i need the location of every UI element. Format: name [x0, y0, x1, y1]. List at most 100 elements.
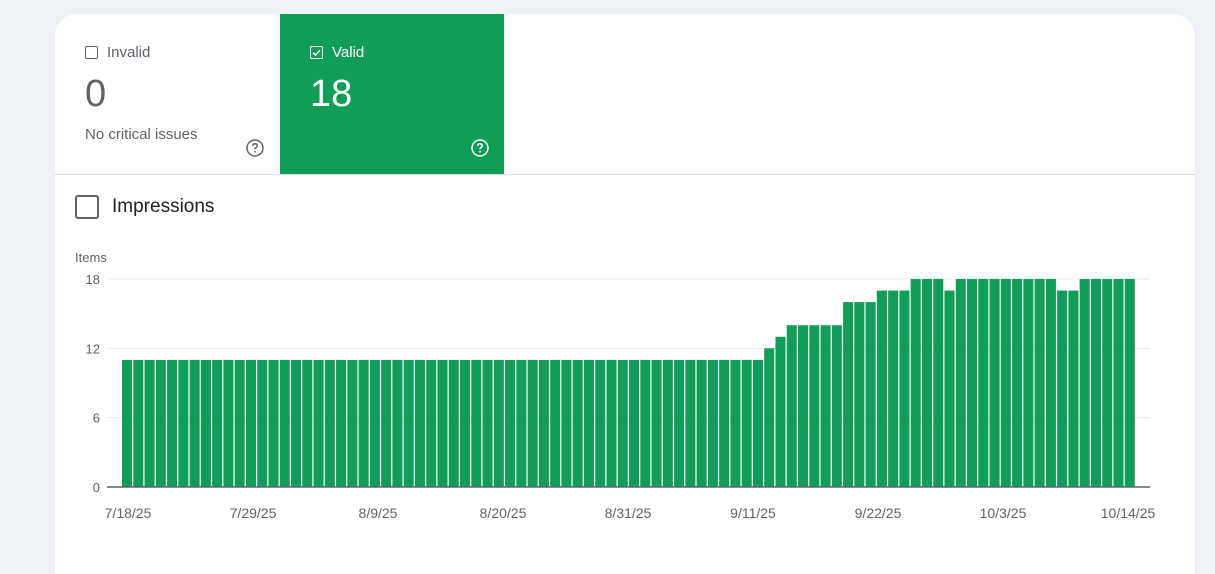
bar[interactable] — [291, 359, 302, 487]
bar[interactable] — [336, 359, 347, 487]
bar[interactable] — [268, 359, 279, 487]
invalid-checkbox[interactable] — [85, 46, 98, 59]
bar[interactable] — [482, 359, 493, 487]
bar[interactable] — [685, 359, 696, 487]
bar[interactable] — [820, 325, 831, 487]
bar[interactable] — [786, 325, 797, 487]
x-tick-label: 8/9/25 — [359, 505, 398, 521]
bar[interactable] — [955, 279, 966, 487]
bar[interactable] — [414, 359, 425, 487]
bar[interactable] — [133, 359, 144, 487]
bar[interactable] — [572, 359, 583, 487]
bar[interactable] — [369, 359, 380, 487]
bar[interactable] — [1012, 279, 1023, 487]
bar[interactable] — [651, 359, 662, 487]
bar[interactable] — [167, 359, 178, 487]
bar[interactable] — [606, 359, 617, 487]
bar[interactable] — [302, 359, 313, 487]
bar[interactable] — [899, 290, 910, 487]
bar[interactable] — [764, 348, 775, 487]
bar[interactable] — [189, 359, 200, 487]
help-icon[interactable] — [471, 139, 489, 157]
bar[interactable] — [257, 359, 268, 487]
bar[interactable] — [347, 359, 358, 487]
bar[interactable] — [381, 359, 392, 487]
bar[interactable] — [313, 359, 324, 487]
bar[interactable] — [1113, 279, 1124, 487]
bar[interactable] — [437, 359, 448, 487]
bar[interactable] — [831, 325, 842, 487]
bar[interactable] — [538, 359, 549, 487]
bar[interactable] — [921, 279, 932, 487]
bar[interactable] — [358, 359, 369, 487]
bar[interactable] — [1034, 279, 1045, 487]
bar[interactable] — [775, 336, 786, 487]
bar[interactable] — [561, 359, 572, 487]
bar[interactable] — [448, 359, 459, 487]
bar[interactable] — [1000, 279, 1011, 487]
bar[interactable] — [1023, 279, 1034, 487]
bar[interactable] — [809, 325, 820, 487]
bar[interactable] — [696, 359, 707, 487]
bar[interactable] — [550, 359, 561, 487]
bar[interactable] — [978, 279, 989, 487]
invalid-tile-header: Invalid — [85, 44, 279, 61]
bar[interactable] — [730, 359, 741, 487]
bar[interactable] — [471, 359, 482, 487]
bar[interactable] — [741, 359, 752, 487]
impressions-toggle[interactable]: Impressions — [75, 195, 214, 219]
bar[interactable] — [155, 359, 166, 487]
bar[interactable] — [1068, 290, 1079, 487]
valid-tile[interactable]: Valid 18 — [280, 14, 504, 174]
bar[interactable] — [910, 279, 921, 487]
bar[interactable] — [719, 359, 730, 487]
bar[interactable] — [1090, 279, 1101, 487]
bar[interactable] — [843, 302, 854, 487]
valid-checkbox[interactable] — [310, 46, 323, 59]
bar[interactable] — [200, 359, 211, 487]
bar[interactable] — [1057, 290, 1068, 487]
bar[interactable] — [629, 359, 640, 487]
bar[interactable] — [426, 359, 437, 487]
bar[interactable] — [516, 359, 527, 487]
bar[interactable] — [876, 290, 887, 487]
bar[interactable] — [888, 290, 899, 487]
bar[interactable] — [403, 359, 414, 487]
bar[interactable] — [505, 359, 516, 487]
help-icon[interactable] — [246, 139, 264, 157]
bar[interactable] — [392, 359, 403, 487]
bar[interactable] — [583, 359, 594, 487]
bar[interactable] — [854, 302, 865, 487]
bar[interactable] — [245, 359, 256, 487]
bar[interactable] — [144, 359, 155, 487]
bar[interactable] — [234, 359, 245, 487]
bar[interactable] — [798, 325, 809, 487]
bar[interactable] — [865, 302, 876, 487]
bar[interactable] — [212, 359, 223, 487]
bar[interactable] — [707, 359, 718, 487]
bar[interactable] — [223, 359, 234, 487]
bar[interactable] — [527, 359, 538, 487]
impressions-checkbox[interactable] — [75, 195, 99, 219]
bar[interactable] — [967, 279, 978, 487]
bar[interactable] — [178, 359, 189, 487]
bar[interactable] — [279, 359, 290, 487]
bar[interactable] — [1079, 279, 1090, 487]
bar[interactable] — [122, 359, 133, 487]
bar[interactable] — [1045, 279, 1056, 487]
bar[interactable] — [752, 359, 763, 487]
bar[interactable] — [595, 359, 606, 487]
bar[interactable] — [1124, 279, 1135, 487]
bar[interactable] — [617, 359, 628, 487]
bar[interactable] — [640, 359, 651, 487]
bar[interactable] — [933, 279, 944, 487]
bar[interactable] — [674, 359, 685, 487]
bar[interactable] — [324, 359, 335, 487]
bar[interactable] — [989, 279, 1000, 487]
bar[interactable] — [662, 359, 673, 487]
bar[interactable] — [1102, 279, 1113, 487]
bar[interactable] — [460, 359, 471, 487]
invalid-tile[interactable]: Invalid 0 No critical issues — [55, 14, 279, 174]
bar[interactable] — [493, 359, 504, 487]
bar[interactable] — [944, 290, 955, 487]
